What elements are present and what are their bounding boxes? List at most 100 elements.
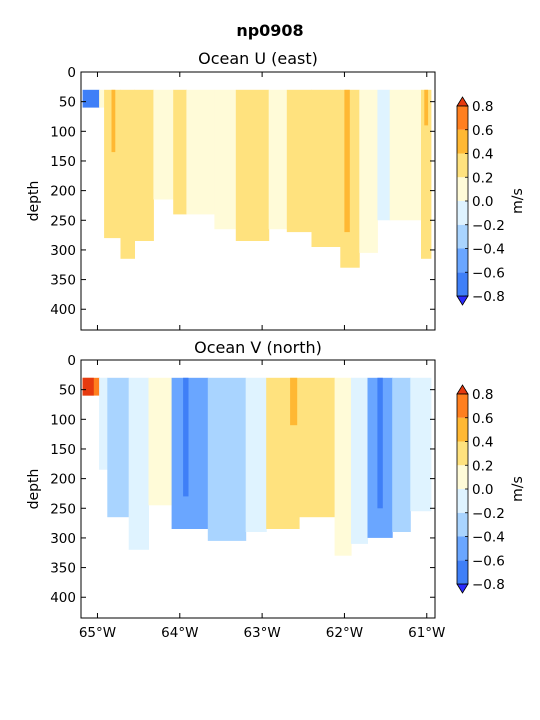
- y-tick-label: 400: [50, 302, 76, 318]
- colorbar-extend-max: [456, 384, 469, 395]
- colorbar-tick-label: 0.6: [472, 123, 493, 139]
- figure-title: np0908: [236, 21, 303, 40]
- colorbar-tick-label: −0.4: [472, 242, 505, 258]
- colorbar-tick-label: 0.4: [472, 147, 493, 163]
- colorbar-segment: [457, 417, 468, 442]
- colorbar-segment: [457, 177, 468, 201]
- contour-column: [421, 89, 432, 259]
- plot-frame-u: [80, 71, 436, 331]
- y-tick-label: 300: [50, 243, 76, 259]
- y-tick-label: 50: [59, 383, 76, 399]
- colorbar-tick-label: 0.6: [472, 411, 493, 427]
- panel-title-v: Ocean V (north): [194, 338, 322, 357]
- contour-column: [334, 377, 352, 556]
- contour-column: [286, 89, 312, 233]
- colorbar-tick-label: −0.2: [472, 218, 505, 234]
- colorbar-v: 0.8 0.6 0.4 0.2 0.0 −0.2 −0.4 −0.6 −0.8: [456, 384, 505, 594]
- y-tick-label: 400: [50, 590, 76, 606]
- panel-ocean-u: Ocean U (east) depth m/s 0 50 100 150 200 250…: [26, 49, 526, 331]
- contour-column: [99, 89, 105, 108]
- contour-column: [186, 89, 215, 215]
- contour-column: [377, 89, 391, 221]
- colorbar-extend-min: [456, 583, 469, 594]
- colorbar-tick-label: 0.4: [472, 435, 493, 451]
- colorbar-segment: [457, 394, 468, 418]
- colorbar-tick-label: 0.0: [472, 194, 493, 210]
- colorbar-tick-label: 0.8: [472, 387, 493, 403]
- colorbar-tick-label: 0.2: [472, 170, 493, 186]
- panel-ocean-v: Ocean V (north) depth m/s 0 50 100 150 200 25…: [26, 338, 526, 641]
- y-tick-label: 250: [50, 501, 76, 517]
- x-tick-label: 62°W: [326, 625, 363, 641]
- colorbar-tick-label: −0.2: [472, 506, 505, 522]
- x-ticks-u: [96, 72, 428, 330]
- contour-column: [340, 89, 360, 268]
- contour-column: [207, 377, 247, 541]
- y-tick-label: 0: [67, 65, 76, 81]
- contour-highlight: [377, 377, 383, 509]
- colorbar-tick-label: −0.8: [472, 577, 505, 593]
- contour-column: [245, 377, 267, 532]
- colorbar-segment: [457, 106, 468, 130]
- colorbar-segment: [457, 560, 468, 584]
- colorbar-segment: [457, 201, 468, 225]
- y-tick-label: 0: [67, 353, 76, 369]
- colorbar-u: 0.8 0.6 0.4 0.2 0.0 −0.2 −0.4 −0.6 −0.8: [456, 96, 505, 306]
- colorbar-segment: [457, 512, 468, 537]
- contour-column: [392, 377, 411, 532]
- x-ticks-v: 65°W 64°W 63°W 62°W 61°W: [79, 360, 445, 641]
- y-tick-label: 200: [50, 472, 76, 488]
- y-tick-label: 350: [50, 273, 76, 289]
- x-tick-label: 63°W: [243, 625, 280, 641]
- contour-column: [171, 377, 209, 529]
- contour-column: [311, 89, 341, 247]
- colorbar-tick-label: 0.8: [472, 99, 493, 115]
- contour-column: [173, 89, 187, 215]
- colorbar-label-u: m/s: [510, 188, 526, 214]
- colorbar-tick-label: 0.2: [472, 458, 493, 474]
- y-tick-label: 150: [50, 442, 76, 458]
- contour-column: [359, 89, 378, 253]
- y-tick-label: 150: [50, 154, 76, 170]
- y-ticks-v: 0 50 100 150 200 250 300 350 400: [50, 353, 435, 606]
- contour-area-u: [82, 89, 432, 268]
- colorbar-tick-label: −0.8: [472, 289, 505, 305]
- contour-column: [134, 89, 154, 241]
- colorbar-extend-min: [456, 295, 469, 306]
- colorbar-segment: [457, 272, 468, 296]
- y-axis-label-v: depth: [26, 469, 42, 510]
- colorbar-tick-label: −0.4: [472, 530, 505, 546]
- x-tick-label: 61°W: [408, 625, 445, 641]
- contour-highlight: [290, 377, 298, 426]
- contour-area-v: [82, 377, 432, 556]
- colorbar-tick-label: 0.0: [472, 482, 493, 498]
- contour-column: [389, 89, 422, 221]
- colorbar-segment: [457, 536, 468, 561]
- contour-column: [82, 89, 100, 108]
- y-axis-label-u: depth: [26, 181, 42, 222]
- contour-column: [148, 377, 173, 506]
- contour-column: [410, 377, 432, 512]
- colorbar-tick-label: −0.6: [472, 265, 505, 281]
- x-tick-label: 64°W: [161, 625, 198, 641]
- contour-column: [299, 377, 336, 518]
- contour-column: [120, 89, 135, 259]
- colorbar-segment: [457, 465, 468, 489]
- y-tick-label: 100: [50, 124, 76, 140]
- colorbar-segment: [457, 441, 468, 466]
- y-tick-label: 200: [50, 184, 76, 200]
- y-tick-label: 300: [50, 531, 76, 547]
- contour-highlight: [82, 377, 94, 396]
- contour-column: [128, 377, 149, 550]
- plot-frame-v: [80, 359, 436, 619]
- colorbar-extend-max: [456, 96, 469, 107]
- colorbar-segment: [457, 129, 468, 154]
- y-tick-label: 50: [59, 95, 76, 111]
- colorbar-tick-label: −0.6: [472, 553, 505, 569]
- contour-column: [104, 89, 122, 239]
- colorbar-segment: [457, 224, 468, 249]
- contour-column: [107, 377, 130, 518]
- y-tick-label: 100: [50, 412, 76, 428]
- y-tick-label: 350: [50, 561, 76, 577]
